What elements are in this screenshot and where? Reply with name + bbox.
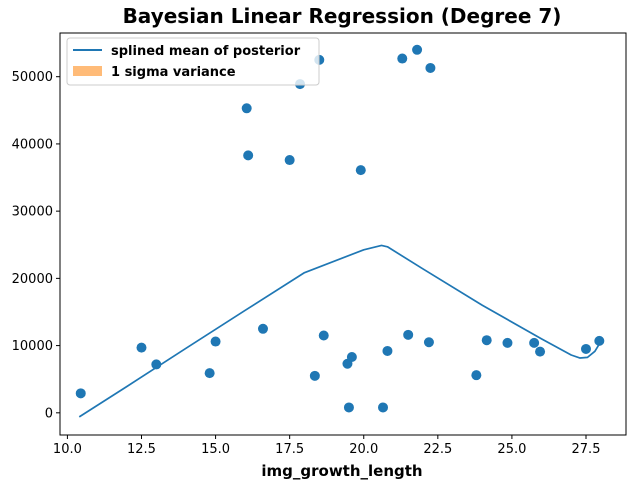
legend-swatch-variance	[73, 66, 102, 76]
y-tick-label: 40000	[12, 137, 53, 152]
data-point	[502, 337, 513, 348]
data-point	[257, 323, 268, 334]
data-point	[346, 352, 357, 363]
data-point	[210, 336, 221, 347]
posterior-mean-line	[78, 244, 602, 418]
data-point	[529, 337, 540, 348]
data-point	[204, 368, 215, 379]
data-point	[382, 345, 393, 356]
data-point	[284, 155, 295, 166]
y-tick-label: 50000	[12, 70, 53, 85]
data-point	[151, 359, 162, 370]
y-tick-label: 10000	[12, 339, 53, 354]
legend-label-mean: splined mean of posterior	[111, 44, 301, 59]
x-tick-label: 20.0	[349, 442, 378, 457]
x-tick-label: 25.0	[497, 442, 526, 457]
y-tick-label: 20000	[12, 272, 53, 287]
axes: 10.0 12.5 15.0 17.5 20.0 22.5 25.0 27.5 0 10000 20…	[12, 32, 627, 457]
x-tick-label: 22.5	[423, 442, 452, 457]
data-point	[355, 165, 366, 176]
data-point	[397, 53, 408, 64]
chart-title: Bayesian Linear Regression (Degree 7)	[123, 4, 562, 28]
plot-area	[75, 44, 605, 418]
data-point	[318, 330, 329, 341]
data-point	[75, 388, 86, 399]
data-point	[594, 335, 605, 346]
y-tick-label: 0	[45, 406, 53, 421]
data-point	[535, 346, 546, 357]
data-point	[136, 342, 147, 353]
data-point	[425, 62, 436, 73]
legend: splined mean of posterior 1 sigma varian…	[66, 37, 320, 86]
data-point	[481, 335, 492, 346]
data-point	[471, 370, 482, 381]
x-tick-label: 27.5	[572, 442, 601, 457]
data-point	[580, 343, 591, 354]
x-tick-label: 10.0	[53, 442, 82, 457]
data-point	[412, 44, 423, 55]
x-tick-label: 12.5	[127, 442, 156, 457]
legend-label-variance: 1 sigma variance	[111, 65, 236, 80]
x-axis-label: img_growth_length	[261, 462, 422, 480]
data-point	[309, 370, 320, 381]
legend-frame	[66, 37, 320, 86]
data-point	[241, 103, 252, 114]
data-point	[403, 329, 414, 340]
y-tick-label: 30000	[12, 205, 53, 220]
x-tick-label: 15.0	[201, 442, 230, 457]
data-point	[343, 402, 354, 413]
axes-frame	[59, 32, 627, 436]
data-point	[378, 402, 389, 413]
x-tick-label: 17.5	[275, 442, 304, 457]
data-point	[243, 150, 254, 161]
data-point	[423, 337, 434, 348]
